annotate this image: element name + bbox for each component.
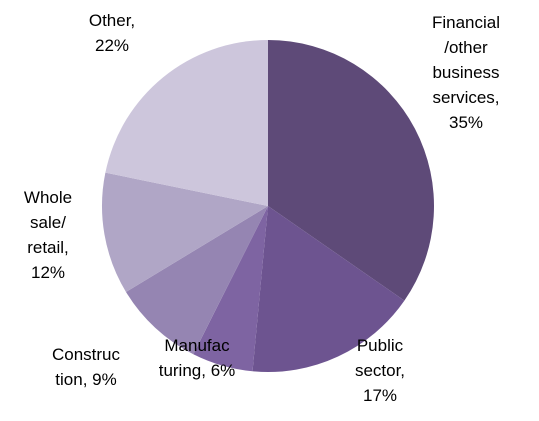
slice-label: Public sector, 17% bbox=[354, 336, 406, 405]
pie-slice bbox=[252, 206, 405, 372]
slice-label: Manufac turing, 6% bbox=[158, 336, 236, 380]
pie-slice bbox=[125, 206, 269, 355]
pie-slice bbox=[268, 40, 434, 301]
slice-label: Whole sale/ retail, 12% bbox=[23, 188, 73, 282]
pie-slice bbox=[105, 40, 268, 206]
pie-slice bbox=[193, 206, 268, 372]
slice-label: Financial /other business services, 35% bbox=[431, 13, 501, 132]
slice-label: Construc tion, 9% bbox=[51, 345, 121, 389]
slice-label: Other, 22% bbox=[88, 11, 136, 55]
pie-slice bbox=[101, 172, 268, 292]
